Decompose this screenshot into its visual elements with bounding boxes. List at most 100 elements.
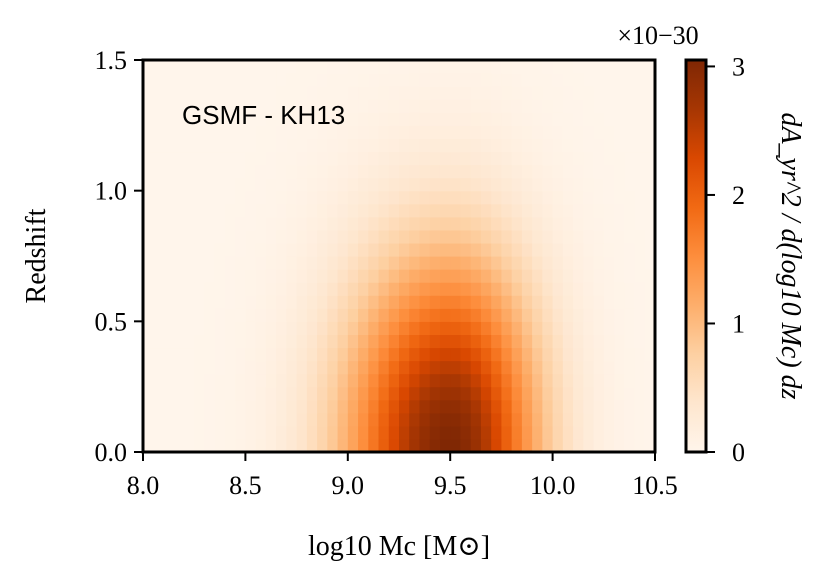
heatmap-cell [245, 86, 257, 100]
heatmap-cell [173, 164, 185, 179]
heatmap-cell [409, 334, 421, 349]
heatmap-cell [439, 138, 451, 153]
heatmap-cell [439, 269, 451, 283]
heatmap-cell [347, 269, 359, 283]
heatmap-cell [562, 60, 574, 74]
heatmap-cell [593, 242, 605, 257]
x-axis: 8.0 8.5 9.0 9.5 10.0 10.5 [127, 452, 678, 500]
heatmap-cell [450, 373, 462, 388]
heatmap-cell [296, 177, 308, 192]
heatmap-cell [450, 425, 462, 440]
heatmap-cell [388, 229, 400, 244]
heatmap-cell [245, 412, 257, 427]
heatmap-cell [511, 112, 523, 126]
heatmap-cell [194, 73, 206, 87]
heatmap-cell [143, 438, 154, 453]
heatmap-cell [245, 425, 257, 440]
heatmap-cell [317, 203, 328, 218]
heatmap-cell [511, 164, 523, 179]
heatmap-cell [634, 177, 646, 192]
heatmap-cell [224, 373, 236, 388]
heatmap-cell [470, 73, 482, 87]
heatmap-cell [532, 151, 543, 166]
heatmap-cell [143, 177, 154, 192]
heatmap-cell [624, 203, 636, 218]
heatmap-cell [624, 112, 636, 126]
heatmap-cell [378, 99, 390, 113]
heatmap-cell [470, 190, 482, 205]
heatmap-cell [439, 73, 451, 87]
heatmap-cell [419, 73, 431, 87]
heatmap-cell [624, 386, 636, 401]
heatmap-cell [562, 256, 574, 270]
heatmap-cell [429, 151, 441, 166]
heatmap-cell [634, 190, 646, 205]
heatmap-cell [255, 347, 267, 362]
heatmap-cell [265, 190, 277, 205]
heatmap-cell [358, 334, 369, 349]
heatmap-cell [358, 412, 369, 427]
heatmap-cell [552, 151, 564, 166]
heatmap-cell [542, 151, 554, 166]
heatmap-cell [429, 125, 441, 139]
heatmap-cell [276, 256, 287, 270]
heatmap-cell [460, 269, 472, 283]
heatmap-cell [450, 412, 462, 427]
heatmap-cell [593, 360, 605, 375]
heatmap-cell [265, 438, 277, 453]
heatmap-cell [204, 177, 216, 192]
heatmap-cell [573, 138, 584, 153]
heatmap-cell [296, 164, 308, 179]
heatmap-cell [450, 99, 462, 113]
heatmap-cell [399, 151, 410, 166]
heatmap-cell [327, 425, 339, 440]
heatmap-cell [378, 269, 390, 283]
heatmap-cell [276, 151, 287, 166]
heatmap-cell [163, 190, 175, 205]
heatmap-cell [235, 360, 246, 375]
heatmap-cell [265, 321, 277, 335]
heatmap-cell [593, 216, 605, 231]
heatmap-cell [173, 282, 185, 296]
colorbar-tick-label: 3 [732, 52, 745, 81]
heatmap-cell [317, 269, 328, 283]
heatmap-cell [194, 242, 206, 257]
heatmap-cell [480, 125, 492, 139]
heatmap-cell [143, 138, 154, 153]
heatmap-cell [450, 347, 462, 362]
heatmap-cell [614, 203, 625, 218]
heatmap-cell [306, 151, 318, 166]
heatmap-cell [532, 177, 543, 192]
heatmap-cell [450, 203, 462, 218]
heatmap-cell [603, 112, 615, 126]
heatmap-cell [286, 242, 298, 257]
heatmap-cell [583, 360, 595, 375]
heatmap-cell [214, 99, 226, 113]
heatmap-cell [153, 125, 165, 139]
heatmap-cell [562, 99, 574, 113]
heatmap-cell [214, 112, 226, 126]
heatmap-cell [347, 138, 359, 153]
heatmap-cell [603, 360, 615, 375]
heatmap-cell [511, 138, 523, 153]
heatmap-cell [552, 86, 564, 100]
heatmap-cell [235, 164, 246, 179]
heatmap-cell [603, 308, 615, 322]
heatmap-cell [542, 164, 554, 179]
heatmap-cell [163, 438, 175, 453]
heatmap-cell [603, 373, 615, 388]
heatmap-cell [276, 386, 287, 401]
heatmap-cell [214, 373, 226, 388]
heatmap-cell [265, 151, 277, 166]
heatmap-cell [450, 164, 462, 179]
heatmap-cell [634, 125, 646, 139]
heatmap-cell [532, 425, 543, 440]
heatmap-cell [337, 334, 349, 349]
heatmap-cell [358, 229, 369, 244]
heatmap-cell [388, 112, 400, 126]
heatmap-cell [470, 99, 482, 113]
heatmap-cell [532, 125, 543, 139]
heatmap-cell [409, 321, 421, 335]
heatmap-cell [573, 177, 584, 192]
heatmap-cell [388, 386, 400, 401]
